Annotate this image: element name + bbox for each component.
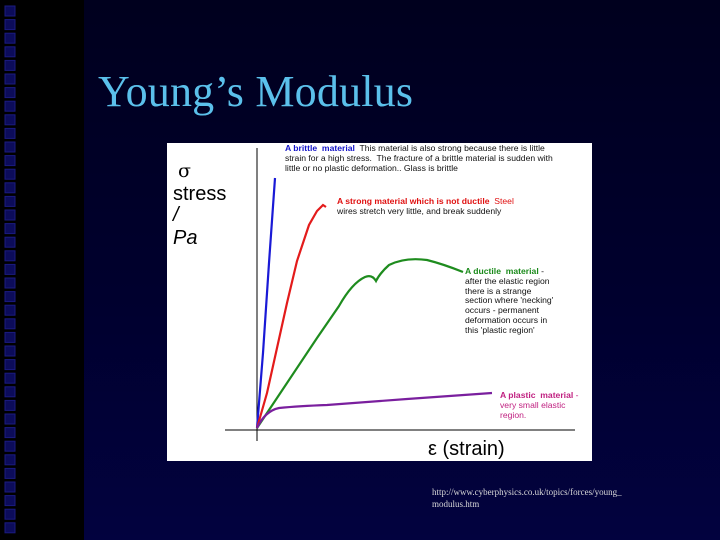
square-bullet (4, 127, 16, 139)
stress-strain-graph (225, 148, 575, 441)
stress-strain-figure: σ stress / Pa ε (strain) A brittle mater… (167, 143, 592, 461)
plastic-body: very small elastic region. (500, 399, 566, 420)
slide-title: Young’s Modulus (98, 67, 414, 116)
y-axis-stress-label: stress (173, 183, 227, 205)
square-bullet (4, 440, 16, 452)
plastic-annotation: A plastic material - very small elastic … (500, 390, 579, 420)
square-bullet (4, 277, 16, 289)
square-bullet (4, 46, 16, 58)
square-bullet (4, 508, 16, 520)
strong-curve (255, 203, 327, 429)
square-bullet (4, 454, 16, 466)
square-bullet (4, 427, 16, 439)
ductile-annotation: A ductile material - after the elastic r… (465, 266, 554, 336)
square-bullet (4, 236, 16, 248)
square-bullet (4, 223, 16, 235)
square-bullet (4, 291, 16, 303)
square-bullet (4, 250, 16, 262)
plastic-heading: A plastic material (500, 390, 574, 400)
square-bullet (4, 304, 16, 316)
square-bullet (4, 495, 16, 507)
sigma-symbol: σ (178, 160, 191, 182)
square-bullet (4, 359, 16, 371)
square-bullet (4, 155, 16, 167)
brittle-heading: A brittle material (285, 143, 355, 153)
ductile-body: after the elastic region there is a stra… (465, 275, 554, 335)
square-bullet (4, 59, 16, 71)
square-bullet (4, 386, 16, 398)
strong-body-first: Steel (489, 196, 514, 206)
y-axis-unit-label: / Pa (173, 204, 198, 249)
ductile-body-first: - (538, 266, 544, 276)
brittle-body-first: This material is also strong because the… (354, 143, 545, 153)
square-bullet (4, 522, 16, 534)
brittle-annotation: A brittle material This material is also… (285, 143, 553, 173)
strong-heading: A strong material which is not ductile (337, 196, 490, 206)
square-bullet (4, 372, 16, 384)
square-bullet-pattern (4, 5, 16, 534)
brittle-curve (255, 177, 277, 429)
square-bullet (4, 318, 16, 330)
square-bullet (4, 168, 16, 180)
plastic-curve (256, 391, 493, 429)
square-bullet (4, 263, 16, 275)
square-bullet (4, 413, 16, 425)
square-bullet (4, 182, 16, 194)
x-axis-label: ε (strain) (428, 438, 505, 460)
ductile-heading: A ductile material (465, 266, 539, 276)
strong-annotation: A strong material which is not ductile S… (337, 196, 514, 217)
square-bullet (4, 114, 16, 126)
square-bullet (4, 345, 16, 357)
square-bullet (4, 141, 16, 153)
left-decorative-bar (0, 0, 84, 540)
square-bullet (4, 195, 16, 207)
square-bullet (4, 331, 16, 343)
square-bullet (4, 5, 16, 17)
square-bullet (4, 19, 16, 31)
square-bullet (4, 467, 16, 479)
square-bullet (4, 87, 16, 99)
ductile-curve (256, 258, 464, 429)
square-bullet (4, 32, 16, 44)
square-bullet (4, 399, 16, 411)
plastic-body-first: - (573, 390, 579, 400)
square-bullet (4, 481, 16, 493)
source-url[interactable]: http://www.cyberphysics.co.uk/topics/for… (432, 487, 622, 509)
square-bullet (4, 73, 16, 85)
square-bullet (4, 209, 16, 221)
square-bullet (4, 100, 16, 112)
brittle-body: strain for a high stress. The fracture o… (285, 152, 553, 173)
strong-body: wires stretch very little, and break sud… (337, 205, 502, 216)
